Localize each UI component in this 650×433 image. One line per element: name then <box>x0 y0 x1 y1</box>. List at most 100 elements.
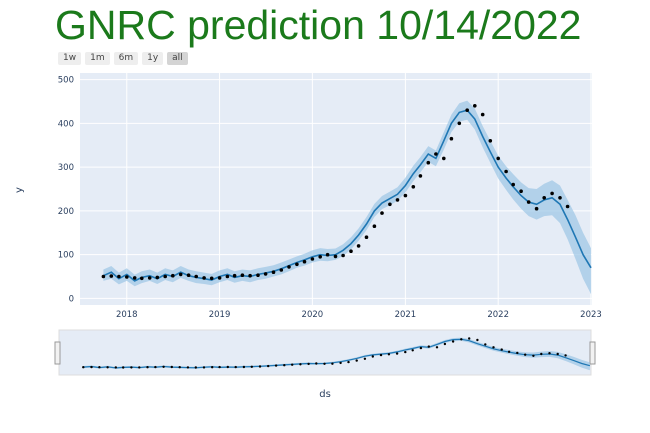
rangeslider-point <box>154 365 157 369</box>
data-point <box>465 108 470 112</box>
rangeslider-point <box>274 364 278 367</box>
data-point <box>202 276 206 280</box>
range-button-all[interactable]: all <box>167 52 188 65</box>
rangeslider-point <box>146 366 149 369</box>
data-point <box>457 121 462 126</box>
data-point <box>194 274 198 279</box>
rangeslider-point <box>170 365 173 369</box>
y-tick-label: 500 <box>58 76 74 86</box>
data-point <box>426 160 431 165</box>
rangeslider-point <box>122 366 125 369</box>
rangeslider-point <box>443 342 447 346</box>
chart-title: GNRC prediction 10/14/2022 <box>55 2 582 48</box>
rangeslider-point <box>451 340 455 343</box>
data-point <box>217 276 222 280</box>
data-point <box>178 272 183 277</box>
data-point <box>125 275 129 279</box>
y-tick-label: 0 <box>69 294 74 304</box>
rangeslider-point <box>379 353 383 357</box>
rangeslider-right-handle[interactable] <box>589 341 596 365</box>
x-tick-label: 2020 <box>302 310 324 320</box>
rangeslider-point <box>363 357 367 360</box>
rangeslider-point <box>267 364 270 368</box>
data-point <box>163 274 167 279</box>
rangeslider-point <box>484 343 487 346</box>
range-button-1m[interactable]: 1m <box>85 52 110 65</box>
rangeslider-point <box>315 362 318 365</box>
data-point <box>310 257 315 261</box>
rangeslider-point <box>186 366 190 369</box>
data-point <box>550 191 554 196</box>
data-point <box>534 206 539 211</box>
data-point <box>240 273 245 278</box>
data-point <box>232 273 237 278</box>
data-point <box>542 196 546 200</box>
data-point <box>511 182 515 187</box>
rangeslider-point <box>242 365 246 369</box>
data-point <box>356 244 361 248</box>
data-point <box>186 273 191 278</box>
rangeslider-point <box>404 350 407 354</box>
data-point <box>434 152 438 156</box>
rangeslider-point <box>202 366 206 369</box>
rangeslider-point <box>435 346 439 349</box>
data-point <box>372 224 377 228</box>
rangeslider-points <box>82 337 567 369</box>
rangeslider-point <box>411 349 414 352</box>
rangeslider-point <box>98 366 101 369</box>
range-button-1w[interactable]: 1w <box>58 52 82 65</box>
data-point <box>565 204 570 209</box>
rangeslider-point <box>323 362 326 365</box>
rangeslider-point <box>283 364 286 367</box>
rangeslider-point <box>548 352 551 355</box>
rangeslider-point <box>258 365 262 368</box>
forecast-line <box>103 109 592 282</box>
rangeslider-forecast-line <box>83 338 591 369</box>
data-point <box>256 273 260 278</box>
data-point <box>325 252 330 257</box>
range-button-1y[interactable]: 1y <box>142 52 164 65</box>
x-tick-label: 2023 <box>580 310 602 320</box>
rangeslider-point <box>556 352 559 356</box>
data-point <box>287 265 291 269</box>
rangeslider-point <box>564 354 567 357</box>
data-point <box>333 254 338 259</box>
rangeslider-point <box>299 363 302 366</box>
data-point <box>341 253 345 258</box>
data-point <box>117 274 121 279</box>
rangeslider-point <box>90 365 93 369</box>
rangeslider-point <box>130 366 133 369</box>
data-point <box>155 275 160 280</box>
range-button-6m[interactable]: 6m <box>113 52 139 65</box>
data-point <box>380 211 384 215</box>
rangeslider-left-handle[interactable] <box>54 341 61 365</box>
data-point <box>411 185 416 189</box>
rangeslider-point <box>218 365 221 369</box>
y-axis-label: y <box>14 187 25 193</box>
rangeslider-point <box>524 353 527 356</box>
rangeslider-point <box>234 365 237 369</box>
data-point <box>349 249 353 253</box>
rangeslider-point <box>500 348 503 351</box>
data-point <box>140 276 144 281</box>
y-tick-label: 400 <box>58 119 74 129</box>
rangeslider-point <box>82 366 85 369</box>
data-point <box>101 274 106 279</box>
x-tick-label: 2022 <box>487 310 509 320</box>
rangeslider-point <box>395 352 399 355</box>
x-axis-label: ds <box>319 389 331 400</box>
rangeslider-point <box>532 354 535 357</box>
data-point <box>558 196 562 200</box>
rangeslider-point <box>114 366 118 369</box>
data-point <box>132 276 137 280</box>
rangeslider-point <box>178 366 181 369</box>
rangeslider-point <box>331 362 334 365</box>
data-point <box>302 259 307 264</box>
rangeslider-point <box>138 366 141 369</box>
data-point <box>147 276 152 280</box>
data-point <box>109 274 114 278</box>
rangeslider-point <box>507 350 511 353</box>
data-point <box>496 156 501 161</box>
data-point <box>248 273 252 278</box>
